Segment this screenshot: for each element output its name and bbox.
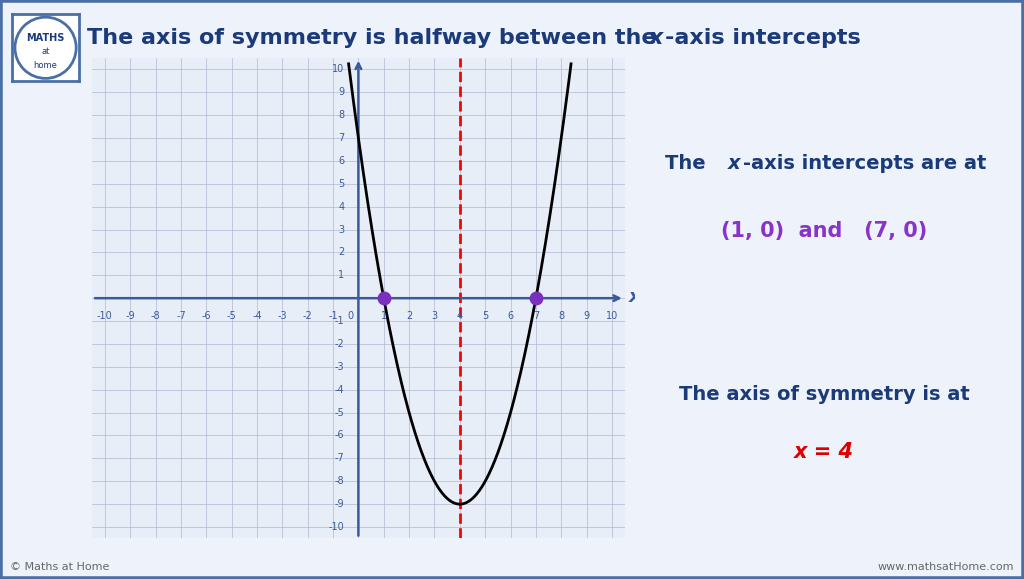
Text: 8: 8: [558, 311, 564, 321]
Text: x = 4: x = 4: [795, 442, 854, 462]
Text: -10: -10: [329, 522, 344, 532]
Text: -9: -9: [125, 311, 135, 321]
Text: 5: 5: [338, 179, 344, 189]
Text: at: at: [41, 47, 50, 56]
Text: 7: 7: [338, 133, 344, 143]
Text: 2: 2: [406, 311, 413, 321]
Text: -1: -1: [329, 311, 338, 321]
Text: www.mathsatHome.com: www.mathsatHome.com: [878, 562, 1014, 572]
Text: -8: -8: [335, 477, 344, 486]
Text: -2: -2: [335, 339, 344, 349]
Text: 9: 9: [338, 87, 344, 97]
Text: 0: 0: [348, 311, 354, 321]
Text: 3: 3: [431, 311, 437, 321]
Text: -5: -5: [226, 311, 237, 321]
Text: -8: -8: [151, 311, 161, 321]
Text: 6: 6: [508, 311, 514, 321]
Text: -axis intercepts are at: -axis intercepts are at: [742, 154, 986, 173]
Text: -10: -10: [97, 311, 113, 321]
Text: (1, 0)  and   (7, 0): (1, 0) and (7, 0): [721, 221, 928, 241]
Text: MATHS: MATHS: [27, 33, 65, 43]
Text: 7: 7: [532, 311, 539, 321]
Text: 4: 4: [457, 311, 463, 321]
Text: -7: -7: [335, 453, 344, 463]
Text: 10: 10: [332, 64, 344, 74]
Text: -4: -4: [252, 311, 262, 321]
Text: 3: 3: [338, 225, 344, 234]
Text: 6: 6: [338, 156, 344, 166]
Text: -7: -7: [176, 311, 185, 321]
Text: 8: 8: [338, 110, 344, 120]
Text: The axis of symmetry is halfway between the: The axis of symmetry is halfway between …: [87, 28, 665, 47]
Text: 1: 1: [338, 270, 344, 280]
Text: 1: 1: [381, 311, 387, 321]
Text: 2: 2: [338, 247, 344, 258]
Text: -2: -2: [303, 311, 312, 321]
Text: -6: -6: [202, 311, 211, 321]
Text: -5: -5: [335, 408, 344, 417]
Text: -3: -3: [335, 362, 344, 372]
Text: x: x: [728, 154, 740, 173]
Text: 9: 9: [584, 311, 590, 321]
Text: x: x: [649, 28, 664, 47]
Text: -1: -1: [335, 316, 344, 326]
Text: 5: 5: [482, 311, 488, 321]
Text: home: home: [34, 61, 57, 69]
Text: -3: -3: [278, 311, 287, 321]
Text: -axis intercepts: -axis intercepts: [665, 28, 860, 47]
Text: 10: 10: [606, 311, 618, 321]
Text: The axis of symmetry is at: The axis of symmetry is at: [679, 385, 970, 404]
Text: The: The: [666, 154, 713, 173]
Text: -4: -4: [335, 384, 344, 395]
Text: 4: 4: [338, 201, 344, 212]
Text: -9: -9: [335, 499, 344, 509]
Text: -6: -6: [335, 431, 344, 441]
Text: x: x: [629, 288, 640, 306]
Text: © Maths at Home: © Maths at Home: [10, 562, 110, 572]
